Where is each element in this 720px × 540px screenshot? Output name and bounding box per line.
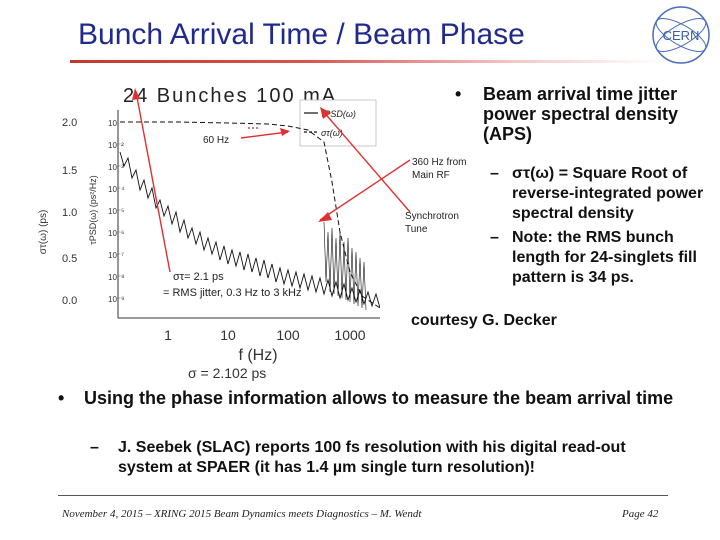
sigma-trace: [120, 121, 380, 309]
footer-rule: [58, 495, 668, 496]
arrow-60hz: [240, 131, 289, 139]
y-left-tick: 2.0: [62, 117, 77, 129]
subbullet: – στ(ω) = Square Root of reverse-integra…: [486, 164, 718, 224]
psd-trace: [119, 151, 380, 309]
dash-marker: –: [490, 229, 499, 246]
legend-sigma: στ(ω): [321, 128, 343, 138]
subbullet-text: στ(ω) = Square Root of reverse-integrate…: [512, 165, 704, 222]
arrowhead-sigma: [132, 88, 140, 100]
slide-title: Bunch Arrival Time / Beam Phase: [78, 18, 525, 51]
annotation-60hz: 60 Hz: [203, 135, 229, 146]
subbullet-text: Note: the RMS bunch length for 24-single…: [512, 229, 697, 286]
y-right-tick: 10⁻⁶: [108, 229, 124, 238]
y-right-tick: 10⁻⁹: [108, 295, 125, 304]
y-left-tick: 1.5: [62, 165, 77, 177]
bullet-marker: •: [58, 388, 65, 408]
x-tick: 100: [276, 327, 300, 343]
arrowhead-60hz: [280, 128, 290, 136]
y-left-tick: 0.5: [62, 253, 77, 265]
plot-axes: [117, 110, 380, 319]
y-left-tick: 1.0: [62, 207, 77, 219]
y-right-tick: 10⁻²: [108, 141, 124, 150]
y-right-label: τPSD(ω) (ps²/Hz): [88, 175, 98, 245]
y-right-tick: 10⁻⁴: [108, 185, 125, 194]
right-subbullets: – στ(ω) = Square Root of reverse-integra…: [486, 164, 718, 292]
x-tick: 1000: [334, 327, 365, 343]
y-right-tick: 10⁻⁷: [108, 251, 124, 260]
legend-psd: τPSD(ω): [321, 109, 356, 119]
annotation-synchrotron: Synchrotron Tune: [405, 211, 459, 235]
y-right-tick: 10⁻⁸: [108, 273, 125, 282]
page-number: Page 42: [622, 508, 659, 520]
dash-marker: –: [90, 439, 99, 456]
bullet-marker: •: [455, 84, 462, 104]
cern-logo: CERN: [652, 6, 710, 64]
title-underline: [70, 60, 660, 63]
logo-text: CERN: [663, 28, 700, 43]
annotation-60hz-bg: [193, 130, 251, 146]
courtesy-credit: courtesy G. Decker: [411, 312, 557, 329]
bottom-subbullet-text: J. Seebek (SLAC) reports 100 fs resoluti…: [118, 439, 626, 476]
x-tick: 10: [220, 327, 236, 343]
y-right-tick: 10⁻⁵: [108, 207, 124, 216]
y-right-tick: 10⁻³: [108, 163, 124, 172]
subbullet: – Note: the RMS bunch length for 24-sing…: [486, 228, 718, 288]
y-right-tick: 10: [108, 119, 117, 128]
sigma-readout: σ = 2.102 ps: [188, 365, 266, 381]
arrow-synchrotron: [320, 107, 411, 213]
jitter-spectrum-plot: 24 Bunches 100 mA τPSD(ω) στ(ω) στ(ω) (p…: [28, 82, 380, 382]
y-left-tick: 0.0: [62, 295, 77, 307]
y-left-label: στ(ω) (ps): [38, 210, 49, 255]
annotation-sigma-1: στ= 2.1 ps: [173, 271, 224, 283]
arrow-sigma: [135, 91, 171, 273]
psd-noise-block: [323, 221, 367, 311]
annotation-sigma-2: = RMS jitter, 0.3 Hz to 3 kHz: [163, 287, 301, 299]
x-axis-label: f (Hz): [238, 347, 277, 364]
plot-legend: [299, 99, 377, 147]
annotation-360hz: 360 Hz from Main RF: [412, 157, 467, 181]
plot-title: 24 Bunches 100 mA: [123, 85, 337, 107]
right-bullet-text: Beam arrival time jitter power spectral …: [483, 84, 679, 144]
arrow-360hz: [318, 159, 411, 222]
dash-marker: –: [490, 165, 499, 182]
x-tick: 1: [164, 327, 172, 343]
footer-citation: November 4, 2015 – XRING 2015 Beam Dynam…: [62, 508, 422, 520]
bottom-bullet-text: Using the phase information allows to me…: [84, 388, 674, 408]
